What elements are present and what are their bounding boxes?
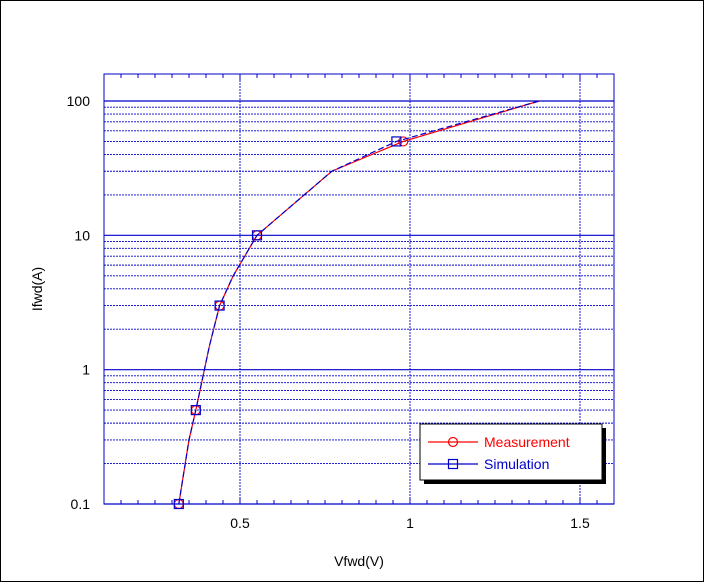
legend: Measurement Simulation: [419, 423, 606, 484]
legend-label-simulation: Simulation: [484, 456, 549, 472]
data-point-simulation: [214, 300, 225, 311]
series-line-simulation: [178, 100, 540, 505]
y-tick-label: 0.1: [71, 496, 91, 512]
y-tick-label: 10: [74, 227, 90, 243]
data-point-measurement: [398, 136, 409, 147]
x-tick-label: 1: [406, 515, 414, 531]
y-axis-title: Ifwd(A): [29, 267, 45, 311]
axis-ticks: [103, 74, 615, 504]
legend-label-measurement: Measurement: [484, 434, 570, 450]
x-tick-label: 1.5: [570, 515, 590, 531]
y-tick-label: 100: [67, 93, 91, 109]
legend-marker-square: [447, 458, 459, 470]
x-tick-label: 0.5: [230, 515, 250, 531]
x-axis-title: Vfwd(V): [334, 553, 384, 569]
legend-marker-circle: [447, 436, 459, 448]
plot-series: [173, 100, 540, 510]
data-point-simulation: [391, 136, 402, 147]
tick-labels: 0.1 1 10 100 0.5 1 1.5: [67, 93, 590, 531]
legend-entries: Measurement Simulation: [428, 434, 570, 472]
data-point-simulation: [190, 405, 201, 416]
legend-box: [419, 423, 603, 481]
data-point-simulation: [251, 230, 263, 241]
y-tick-label: 1: [82, 362, 90, 378]
grid: [104, 74, 614, 505]
